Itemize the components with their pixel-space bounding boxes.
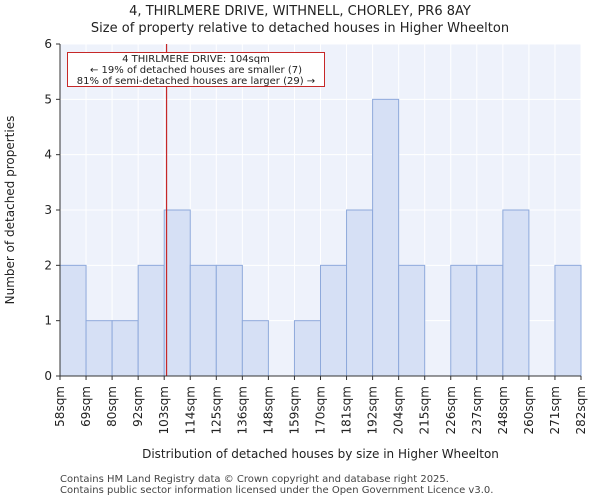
bar (320, 264, 348, 377)
x-tick-label: 69sqm (79, 386, 93, 427)
bar (346, 209, 374, 377)
x-tick-label: 136sqm (235, 386, 249, 434)
annotation-box: 4 THIRLMERE DRIVE: 104sqm ← 19% of detac… (67, 52, 325, 87)
bar (293, 320, 322, 377)
x-tick-label: 58sqm (53, 386, 67, 427)
bar (554, 264, 582, 377)
x-tick-label: 148sqm (261, 386, 275, 434)
y-tick-label: 1 (44, 314, 52, 328)
x-tick-label: 215sqm (418, 386, 432, 434)
bar (137, 264, 165, 377)
x-tick-label: 204sqm (392, 386, 406, 434)
annotation-line-2: ← 19% of detached houses are smaller (7) (90, 65, 302, 76)
x-tick-label: 181sqm (340, 386, 354, 434)
x-tick-label: 192sqm (366, 386, 380, 434)
footer-line-1: Contains HM Land Registry data © Crown c… (60, 474, 449, 485)
bar (189, 264, 217, 377)
annotation-line-3: 81% of semi-detached houses are larger (… (76, 76, 316, 87)
bar (85, 320, 113, 377)
chart-subtitle: Size of property relative to detached ho… (90, 21, 510, 36)
footer-line-2: Contains public sector information licen… (60, 485, 494, 496)
y-tick-label: 6 (44, 37, 52, 51)
x-axis-title: Distribution of detached houses by size … (142, 447, 499, 461)
x-tick-label: 248sqm (496, 386, 510, 434)
x-tick-label: 226sqm (444, 386, 458, 434)
bar (476, 264, 504, 377)
bar (241, 320, 269, 377)
x-tick-label: 260sqm (522, 386, 536, 434)
x-tick-label: 170sqm (314, 386, 328, 434)
bar (450, 264, 478, 377)
x-tick-label: 125sqm (209, 386, 223, 434)
annotation-line-1: 4 THIRLMERE DRIVE: 104sqm (122, 54, 270, 65)
bar (215, 264, 243, 377)
bar (111, 320, 139, 377)
y-tick-label: 4 (44, 148, 52, 162)
bar (398, 264, 426, 377)
x-tick-label: 237sqm (470, 386, 484, 434)
x-tick-label: 103sqm (157, 386, 171, 434)
x-tick-label: 282sqm (574, 386, 588, 434)
chart-title: 4, THIRLMERE DRIVE, WITHNELL, CHORLEY, P… (129, 4, 471, 19)
x-tick-label: 159sqm (287, 386, 301, 434)
x-tick-label: 114sqm (183, 386, 197, 434)
y-tick-label: 3 (44, 203, 52, 217)
x-tick-label: 271sqm (548, 386, 562, 434)
bar (163, 209, 191, 377)
y-axis-title: Number of detached properties (3, 116, 17, 305)
bar (59, 264, 87, 377)
y-tick-label: 5 (44, 92, 52, 106)
x-tick-label: 80sqm (105, 386, 119, 427)
x-tick-label: 92sqm (131, 386, 145, 427)
bar (502, 209, 530, 377)
y-tick-label: 0 (44, 369, 52, 383)
bar (372, 98, 400, 377)
y-tick-label: 2 (44, 258, 52, 272)
